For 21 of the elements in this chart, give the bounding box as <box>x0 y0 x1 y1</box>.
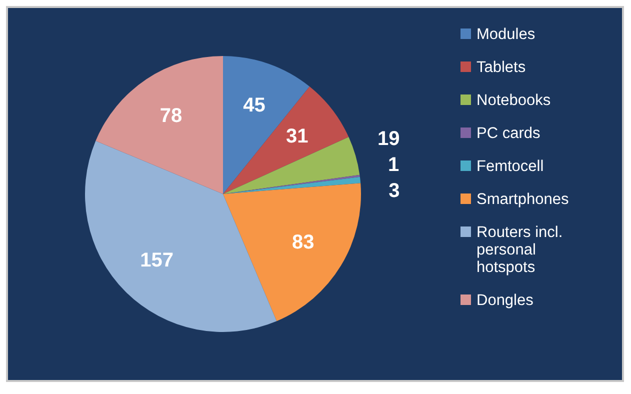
data-label: 45 <box>243 94 266 116</box>
pie-slice <box>223 86 349 194</box>
data-label: 83 <box>292 232 314 254</box>
legend-label: Smartphones <box>476 190 569 208</box>
data-label: 31 <box>286 126 308 148</box>
pie-slice <box>96 56 223 194</box>
legend-label: Tablets <box>476 58 526 76</box>
legend-label: Femtocell <box>476 158 544 175</box>
legend-label: PC cards <box>476 124 540 142</box>
data-label: 157 <box>140 249 174 272</box>
pie-slice <box>85 140 277 332</box>
pie-slice <box>223 183 361 322</box>
data-label: 1 <box>388 154 400 176</box>
legend-label: Modules <box>476 26 536 43</box>
data-label: 3 <box>388 180 400 202</box>
legend-label: Routers incl. personal hotspots <box>476 224 563 276</box>
data-label: 19 <box>377 128 400 150</box>
pie-slice <box>223 56 310 194</box>
legend-label: Notebooks <box>476 92 551 109</box>
data-label: 78 <box>160 104 182 127</box>
legend-label: Dongles <box>476 292 534 309</box>
